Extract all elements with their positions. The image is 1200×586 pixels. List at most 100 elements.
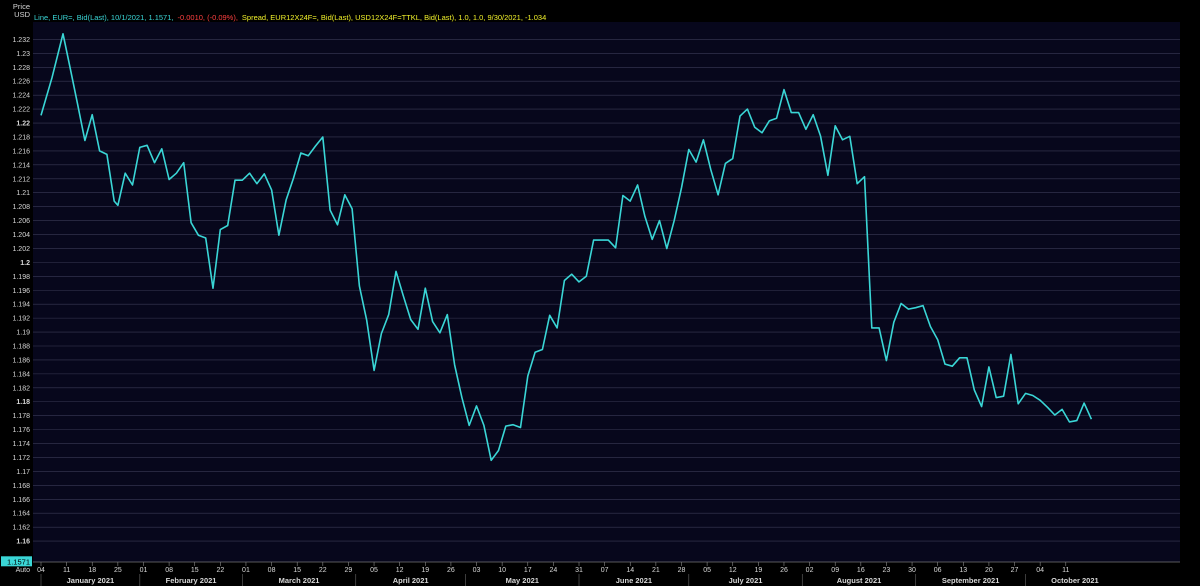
x-day-label: 13 [959,567,967,574]
y-tick-label: 1.166 [12,497,30,504]
y-tick-label: 1.224 [12,93,30,100]
x-day-label: 24 [549,567,557,574]
x-month-label: June 2021 [616,576,652,585]
x-day-label: 22 [319,567,327,574]
legend-spread: Spread, EUR12X24F=, Bid(Last), USD12X24F… [241,13,547,22]
y-tick-label: 1.184 [12,371,30,378]
x-day-label: 05 [703,567,711,574]
last-value-tag: 1.1571 [7,557,30,566]
x-day-label: 20 [985,567,993,574]
x-day-label: 22 [216,567,224,574]
x-day-label: 01 [140,567,148,574]
x-day-label: 07 [601,567,609,574]
x-month-label: April 2021 [393,576,429,585]
y-tick-label: 1.196 [12,288,30,295]
x-day-label: 28 [678,567,686,574]
y-tick-label: 1.228 [12,65,30,72]
y-tick-label: 1.192 [12,316,30,323]
x-month-label: September 2021 [942,576,1000,585]
x-day-label: 19 [754,567,762,574]
y-tick-label: 1.194 [12,302,30,309]
y-tick-label: 1.21 [16,190,30,197]
price-axis-title: Price [13,2,30,11]
x-day-label: 16 [857,567,865,574]
x-day-label: 29 [345,567,353,574]
x-day-label: 15 [191,567,199,574]
y-tick-label: 1.2 [20,260,30,267]
auto-label: Auto [16,567,31,574]
x-day-label: 10 [498,567,506,574]
y-tick-label: 1.168 [12,483,30,490]
last-value-tag-bg [1,556,32,567]
x-day-label: 25 [114,567,122,574]
x-day-label: 05 [370,567,378,574]
x-day-label: 02 [806,567,814,574]
x-day-label: 12 [729,567,737,574]
x-month-label: August 2021 [837,576,882,585]
y-tick-label: 1.208 [12,204,30,211]
x-day-label: 01 [242,567,250,574]
x-day-label: 04 [37,567,45,574]
y-tick-label: 1.202 [12,246,30,253]
legend-eur-change: -0.0010, (-0.09%), [177,13,238,22]
y-tick-label: 1.204 [12,232,30,239]
y-tick-label: 1.172 [12,455,30,462]
x-day-label: 26 [780,567,788,574]
x-day-label: 19 [421,567,429,574]
x-day-label: 11 [1062,567,1069,574]
x-month-label: October 2021 [1051,576,1099,585]
y-tick-label: 1.23 [16,51,30,58]
y-tick-label: 1.222 [12,107,30,114]
y-tick-label: 1.22 [16,121,30,128]
y-tick-label: 1.176 [12,427,30,434]
y-tick-label: 1.226 [12,79,30,86]
legend-eur: Line, EUR=, Bid(Last), 10/1/2021, 1.1571… [34,13,174,22]
y-tick-label: 1.218 [12,134,30,141]
unit-axis-title: USD [14,10,30,19]
y-tick-label: 1.162 [12,525,30,532]
x-day-label: 06 [934,567,942,574]
y-tick-label: 1.206 [12,218,30,225]
x-month-label: July 2021 [729,576,763,585]
x-day-label: 26 [447,567,455,574]
x-month-label: January 2021 [67,576,115,585]
x-day-label: 14 [626,567,634,574]
y-tick-label: 1.164 [12,511,30,518]
y-tick-label: 1.216 [12,148,30,155]
x-day-label: 15 [293,567,301,574]
x-day-label: 08 [268,567,276,574]
x-day-label: 18 [88,567,96,574]
x-day-label: 03 [473,567,481,574]
y-tick-label: 1.18 [16,399,30,406]
legend: Line, EUR=, Bid(Last), 10/1/2021, 1.1571… [34,13,550,22]
y-tick-label: 1.174 [12,441,30,448]
x-day-label: 12 [396,567,404,574]
y-tick-label: 1.214 [12,162,30,169]
x-day-label: 04 [1036,567,1044,574]
y-tick-label: 1.198 [12,274,30,281]
y-tick-label: 1.232 [12,37,30,44]
y-tick-label: 1.186 [12,357,30,364]
x-day-label: 09 [831,567,839,574]
x-day-label: 21 [652,567,660,574]
x-month-label: May 2021 [506,576,539,585]
x-month-label: March 2021 [279,576,320,585]
x-day-label: 17 [524,567,532,574]
y-tick-label: 1.182 [12,385,30,392]
y-tick-label: 1.212 [12,176,30,183]
series-line-eur [40,33,1093,462]
x-day-label: 08 [165,567,173,574]
x-day-label: 30 [908,567,916,574]
x-month-label: February 2021 [166,576,217,585]
y-tick-label: 1.17 [16,469,30,476]
x-day-label: 23 [883,567,891,574]
plot-area [33,22,1180,562]
x-day-label: 11 [63,567,70,574]
y-tick-label: 1.19 [16,330,30,337]
y-tick-label: 1.188 [12,344,30,351]
x-day-label: 27 [1011,567,1019,574]
x-day-label: 31 [575,567,583,574]
y-tick-label: 1.178 [12,413,30,420]
